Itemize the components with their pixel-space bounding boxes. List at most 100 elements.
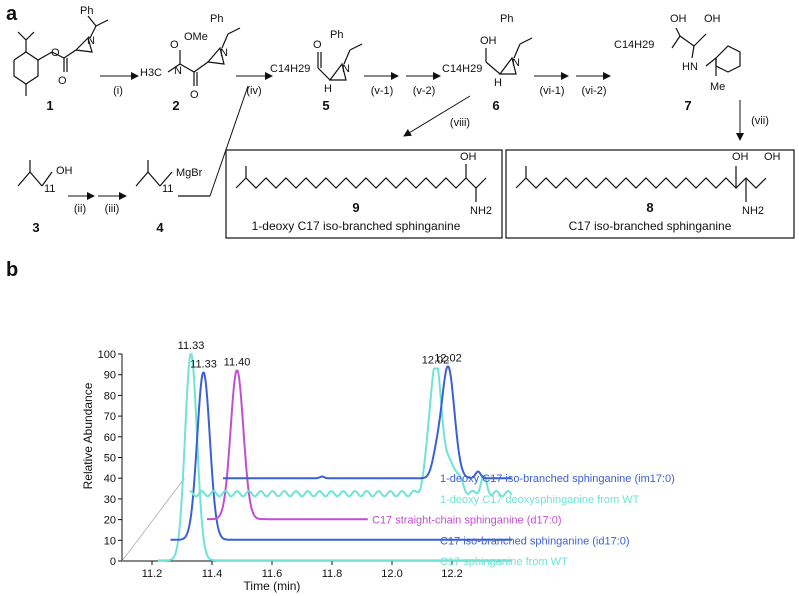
compound-4-structure: [135, 160, 210, 197]
phenyl-6: Ph: [500, 13, 513, 25]
hydroxyl-9: OH: [460, 151, 477, 163]
aziridine-n-2: N: [220, 47, 228, 59]
aziridine-n-5: N: [342, 63, 350, 75]
trace-line: [206, 369, 368, 521]
compound-number-1: 1: [46, 98, 53, 113]
y-tick-label: 70: [104, 411, 116, 423]
compound-3-structure: [17, 160, 53, 187]
product-name-9: 1-deoxy C17 iso-branched sphinganine: [252, 219, 461, 233]
compound-number-5: 5: [322, 98, 329, 113]
repeat-count-3: 11: [44, 183, 55, 195]
y-tick-label: 40: [104, 473, 116, 485]
step-v2-label: (v-2): [413, 85, 436, 97]
y-tick-label: 30: [104, 494, 116, 506]
hydrogen-5: H: [324, 83, 332, 95]
compound-number-2: 2: [172, 98, 179, 113]
legend-entry: 1-deoxy C17 deoxysphinganine from WT: [440, 494, 640, 506]
hydroxyl-8b: OH: [764, 151, 781, 163]
peak-label: 11.33: [190, 359, 217, 371]
y-tick-label: 90: [104, 370, 116, 382]
panel-label-a: a: [6, 3, 18, 25]
x-tick-label: 11.6: [262, 568, 283, 580]
y-tick-label: 0: [110, 556, 116, 568]
hydrogen-6: H: [494, 77, 502, 89]
chart-axes: [121, 354, 512, 562]
aziridine-n-1: N: [87, 35, 95, 47]
product-box-8: [505, 149, 795, 239]
hydroxyl-6: OH: [480, 35, 497, 47]
amine-7: HN: [682, 61, 698, 73]
amine-9: NH2: [470, 205, 492, 217]
step-vi1-label: (vi-1): [539, 85, 564, 97]
chart-ticks: 0 10 20 30 40 50 60 70 80 90 100 11.2 11.4 11.6 11.8 12…: [98, 349, 463, 580]
hydroxyl-8a: OH: [732, 151, 749, 163]
peak-label: 12.02: [422, 354, 450, 366]
compound-2-structure: [167, 27, 241, 86]
y-tick-label: 20: [104, 515, 116, 527]
grignard-4: MgBr: [176, 167, 203, 179]
carbonyl-oxygen-2: O: [190, 89, 199, 101]
product-box-9: [225, 149, 503, 239]
x-tick-label: 12.0: [381, 568, 402, 580]
trace-line: [158, 352, 512, 562]
legend-entry: 1-deoxy C17 iso-branched sphinganine (im…: [440, 473, 675, 485]
chart-legend: C17 sphinganine from WT C17 iso-branched …: [372, 473, 675, 568]
x-tick-label: 12.2: [441, 568, 462, 580]
methoxy-2: OMe: [184, 31, 208, 43]
step-vi2-label: (vi-2): [581, 85, 606, 97]
phenyl-1: Ph: [80, 5, 93, 17]
alkyl-backbone-8: [515, 177, 767, 189]
step-iii-label: (iii): [105, 203, 120, 215]
y-tick-label: 10: [104, 535, 116, 547]
compound-number-9: 9: [352, 200, 359, 215]
phenyl-2: Ph: [210, 13, 223, 25]
legend-entry: C17 sphinganine from WT: [440, 556, 568, 568]
y-tick-label: 50: [104, 453, 116, 465]
methyl-7: Me: [710, 81, 725, 93]
trace-line: [189, 367, 513, 498]
hydroxyl-3: OH: [56, 165, 73, 177]
panel-label-b: b: [6, 259, 18, 281]
legend-entry: C17 straight-chain sphinganine (d17:0): [372, 515, 562, 527]
aziridine-n-6: N: [512, 57, 520, 69]
y-tick-label: 100: [98, 349, 116, 361]
step-v1-label: (v-1): [371, 85, 394, 97]
compound-number-6: 6: [492, 98, 499, 113]
x-axis-title: Time (min): [244, 579, 301, 593]
peak-label: 12.02: [434, 352, 462, 364]
x-tick-label: 11.2: [142, 568, 163, 580]
compound-6-structure: [485, 37, 533, 75]
compound-number-8: 8: [646, 200, 653, 215]
alkyl-chain-6: C14H29: [442, 63, 482, 75]
ester-oxygen-1: O: [51, 47, 60, 59]
y-tick-label: 80: [104, 390, 116, 402]
amine-8: NH2: [742, 205, 764, 217]
x-tick-label: 11.8: [322, 568, 343, 580]
waterfall-depth-line: [121, 477, 185, 562]
hydroxyl-7b: OH: [704, 13, 721, 25]
alkyl-chain-7: C14H29: [614, 39, 654, 51]
hydroxyl-7a: OH: [670, 13, 687, 25]
alkyl-chain-5: C14H29: [270, 63, 310, 75]
step-ii-label: (ii): [74, 203, 86, 215]
step-iv-label: (iv): [246, 85, 261, 97]
compound-number-3: 3: [32, 220, 39, 235]
chromatogram-chart: 0 10 20 30 40 50 60 70 80 90 100 11.2 11.4 11.6 11.8 12…: [98, 340, 675, 580]
product-name-8: C17 iso-branched sphinganine: [569, 219, 732, 233]
n-methyl-2: H3C: [140, 67, 162, 79]
y-axis-title: Relative Abundance: [81, 382, 95, 489]
trace-line: [170, 371, 512, 541]
carbonyl-oxygen-5: O: [313, 39, 322, 51]
step-vii-label: (vii): [751, 115, 769, 127]
compound-number-7: 7: [684, 98, 691, 113]
n-oxygen-2: O: [170, 39, 179, 51]
compound-5-structure: [317, 43, 363, 81]
alkyl-backbone-9: [235, 177, 487, 189]
amide-n-2: N: [174, 65, 182, 77]
trace-line: [223, 365, 512, 480]
compound-number-4: 4: [156, 220, 164, 235]
carbonyl-oxygen-1: O: [58, 75, 67, 87]
legend-entry: C17 iso-branched sphinganine (id17:0): [440, 535, 630, 547]
